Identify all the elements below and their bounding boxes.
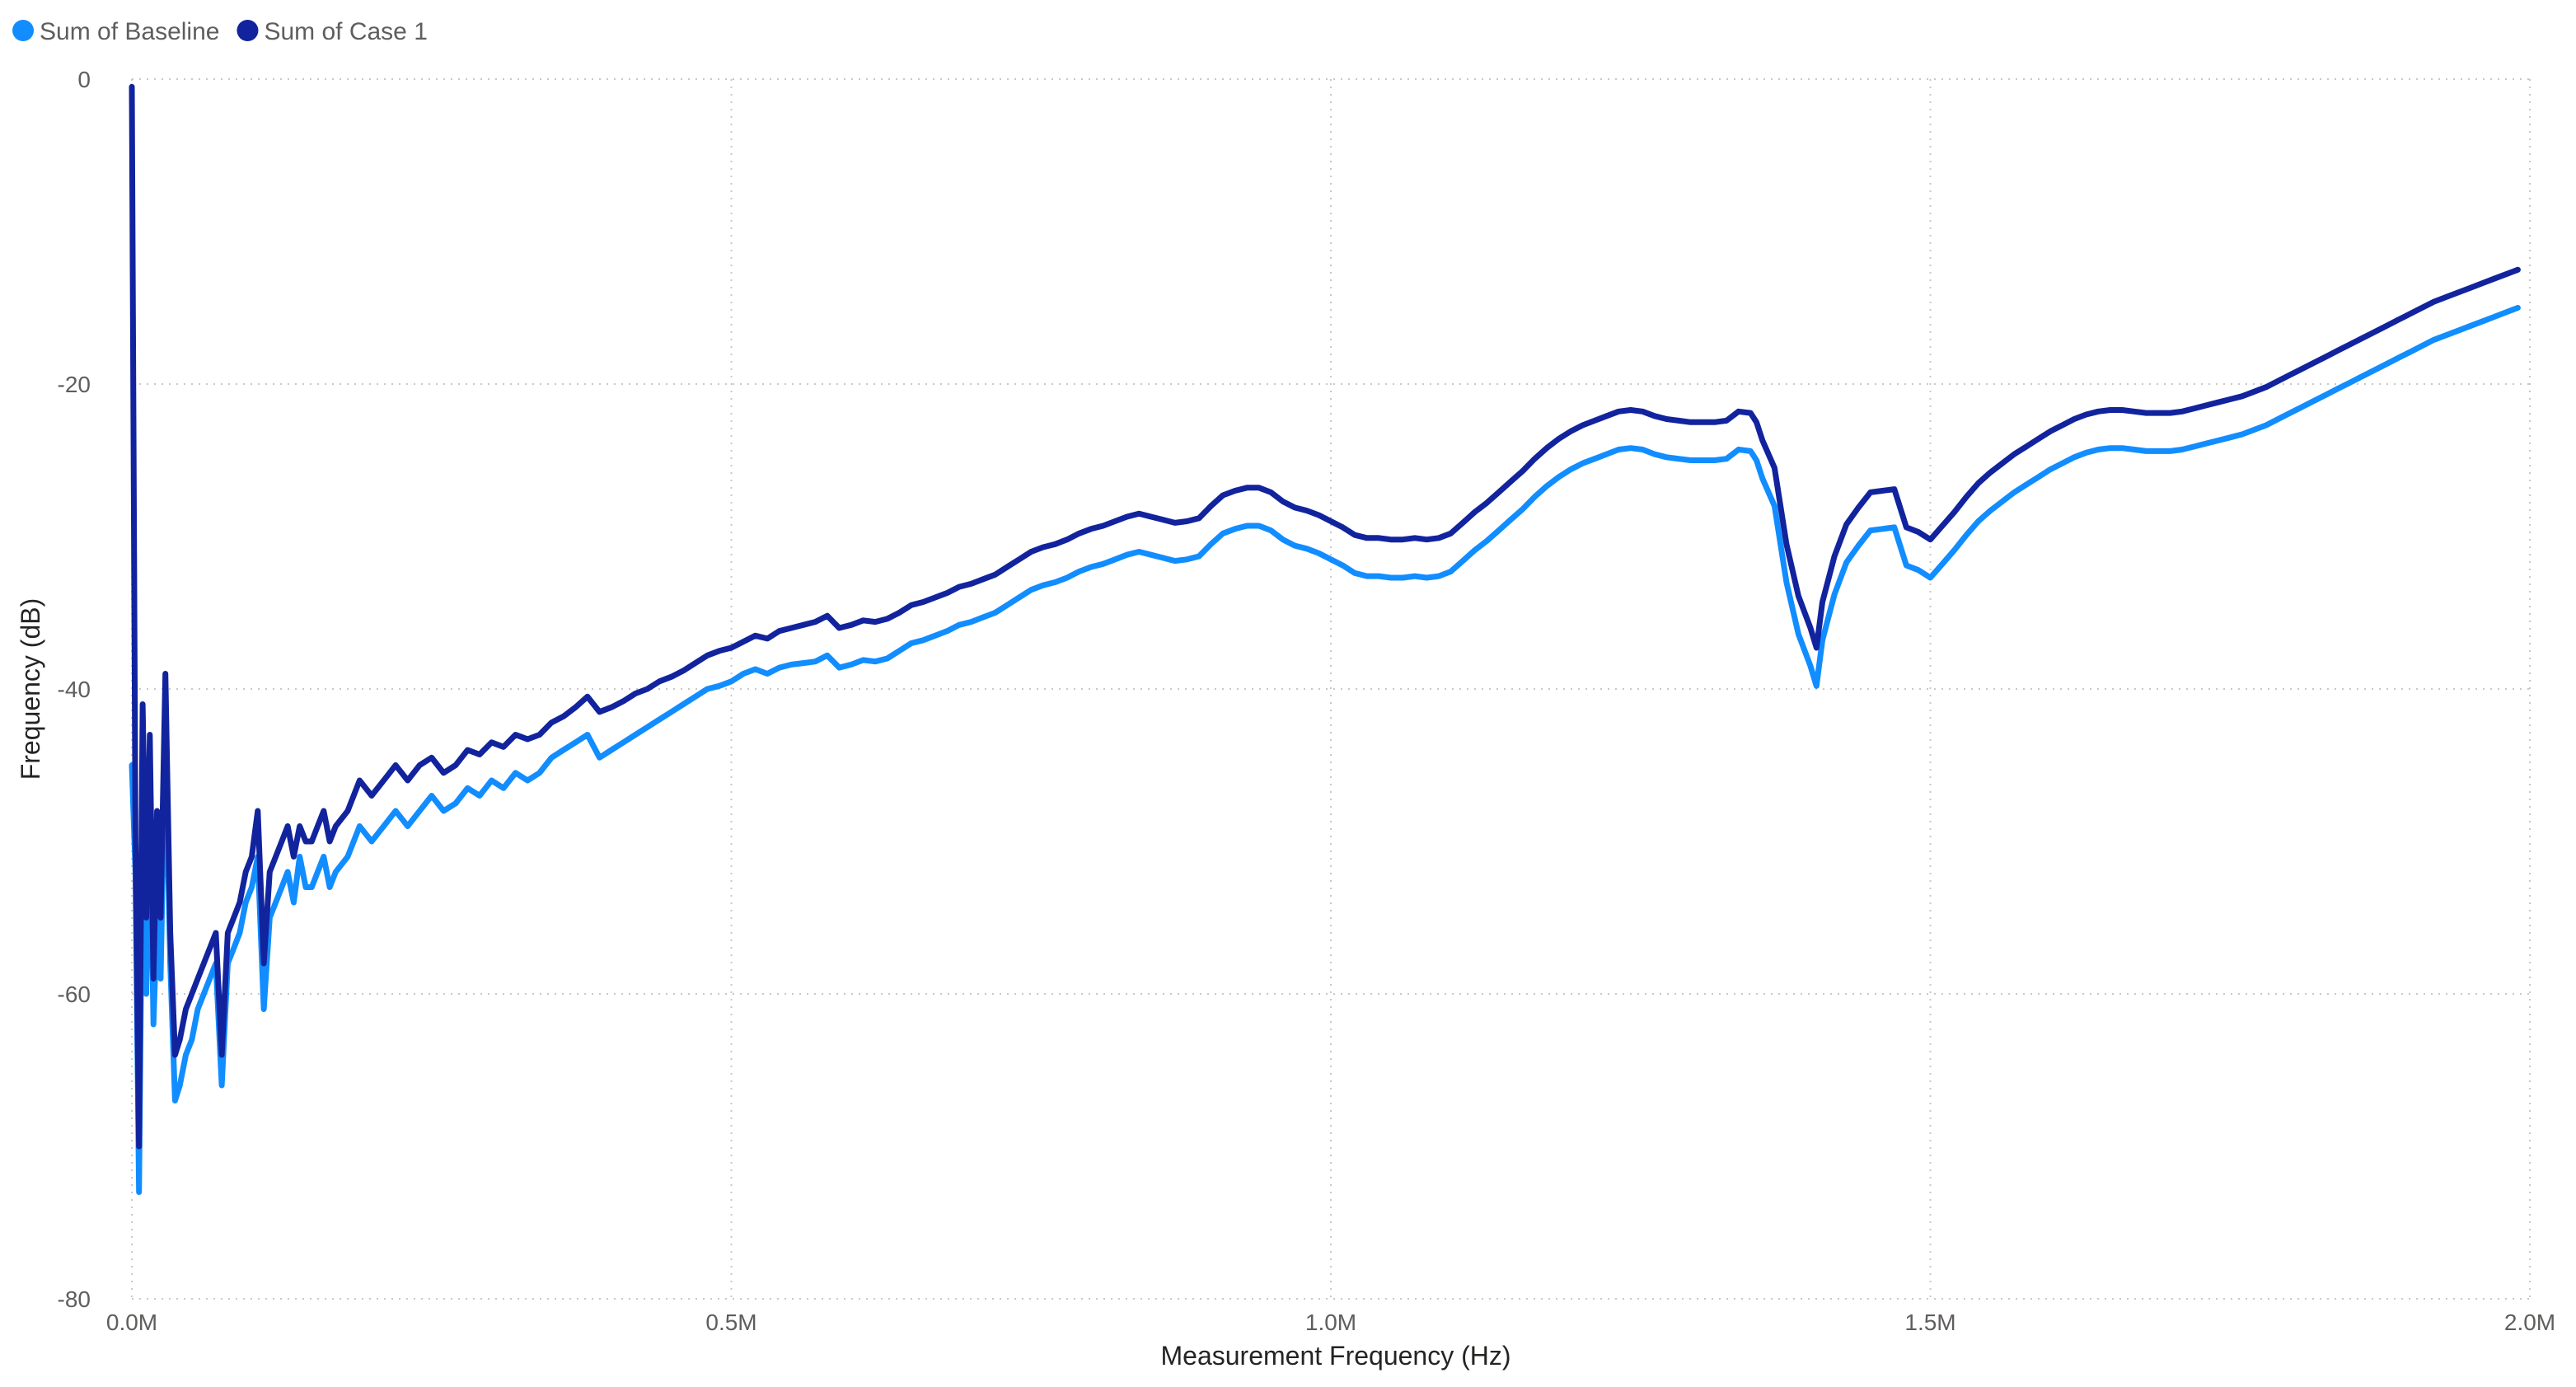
legend-label-sum-of-case-1[interactable]: Sum of Case 1 (264, 18, 427, 45)
legend-marker-sum-of-baseline[interactable] (12, 20, 34, 41)
legend-label-sum-of-baseline[interactable]: Sum of Baseline (40, 18, 219, 45)
legend-marker-sum-of-case-1[interactable] (237, 20, 259, 41)
gridlines (131, 78, 2531, 1300)
x-axis-title: Measurement Frequency (Hz) (1160, 1341, 1510, 1371)
x-tick-label: 2.0M (2504, 1310, 2555, 1335)
series-line-sum-of-case-1[interactable] (129, 83, 2521, 1150)
x-tick-label: 0.0M (106, 1310, 157, 1335)
y-axis-title: Frequency (dB) (16, 598, 45, 780)
y-tick-label: -40 (58, 677, 91, 702)
x-tick-label: 1.0M (1305, 1310, 1356, 1335)
series-lines (129, 83, 2521, 1195)
y-tick-label: 0 (77, 67, 91, 92)
series-line-sum-of-baseline[interactable] (129, 305, 2521, 1195)
x-tick-label: 0.5M (705, 1310, 756, 1335)
y-tick-label: -20 (58, 372, 91, 397)
axis-ticks: 0 -20 -40 -60 -80 0.0M 0.5M 1.0M 1.5M 2.0M (58, 67, 2556, 1335)
y-tick-label: -80 (58, 1286, 91, 1312)
x-tick-label: 1.5M (1904, 1310, 1955, 1335)
legend: Sum of Baseline Sum of Case 1 (12, 18, 428, 45)
y-tick-label: -60 (58, 982, 91, 1007)
